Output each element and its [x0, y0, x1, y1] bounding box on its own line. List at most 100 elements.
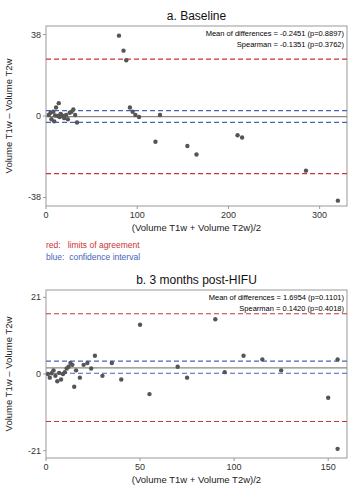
point — [213, 317, 217, 321]
reference-line — [46, 59, 347, 60]
tick-label: -38 — [28, 192, 41, 202]
point — [55, 379, 59, 383]
point — [59, 377, 63, 381]
annotation: Mean of differences = 1.6954 (p=0.1101)S… — [209, 293, 345, 313]
tick-label: 0 — [43, 462, 48, 472]
tick — [43, 450, 46, 451]
point — [185, 144, 189, 148]
point — [335, 447, 339, 451]
point — [78, 375, 82, 379]
point — [51, 110, 55, 114]
x-axis-label: (Volume T1w + Volume T2w)/2 — [132, 474, 261, 485]
tick — [46, 458, 47, 461]
tick-label: 0 — [43, 210, 48, 220]
point — [72, 385, 76, 389]
point — [53, 374, 57, 378]
point — [194, 152, 198, 156]
point — [335, 357, 339, 361]
plot-area — [46, 33, 347, 202]
tick-label: 100 — [227, 462, 242, 472]
tick-label: 300 — [312, 210, 327, 220]
plot-area — [46, 314, 347, 451]
point — [89, 366, 93, 370]
point — [74, 368, 78, 372]
tick — [140, 458, 141, 461]
annotation-line: Mean of differences = 1.6954 (p=0.1101) — [209, 293, 345, 302]
point — [128, 105, 132, 109]
tick-label: 0 — [36, 111, 41, 121]
point — [52, 119, 56, 123]
point — [260, 357, 264, 361]
point — [185, 375, 189, 379]
title: b. 3 months post-HIFU — [136, 273, 257, 287]
point — [153, 140, 157, 144]
tick — [43, 374, 46, 375]
point — [85, 361, 89, 365]
tick — [234, 458, 235, 461]
annotation-line: Mean of differences = -0.2451 (p=0.8897) — [206, 29, 345, 38]
point — [71, 107, 75, 111]
tick — [43, 116, 46, 117]
tick-label: 50 — [135, 462, 145, 472]
point — [304, 168, 308, 172]
annotation: Mean of differences = -0.2451 (p=0.8897)… — [206, 29, 345, 49]
reference-line — [46, 373, 347, 374]
tick — [43, 297, 46, 298]
annotation-line: Spearman = -0.1351 (p=0.3762) — [237, 40, 345, 49]
plot-frame — [46, 290, 347, 458]
point — [110, 361, 114, 365]
point — [57, 101, 61, 105]
point — [235, 133, 239, 137]
y-axis-label: Volume T1w – Volume T2w — [3, 316, 14, 431]
point — [223, 370, 227, 374]
tick-label: 21 — [31, 292, 41, 302]
point — [100, 374, 104, 378]
point — [138, 322, 142, 326]
tick — [46, 206, 47, 209]
tick — [43, 197, 46, 198]
point — [158, 113, 162, 117]
point — [336, 198, 340, 202]
point — [51, 368, 55, 372]
x-axis-label: (Volume T1w + Volume T2w)/2 — [132, 222, 261, 233]
point — [73, 113, 77, 117]
title: a. Baseline — [167, 9, 227, 23]
point — [54, 105, 58, 109]
plot-frame — [46, 26, 347, 206]
point — [117, 33, 121, 37]
point — [326, 396, 330, 400]
reference-line — [46, 122, 347, 123]
tick-label: -21 — [28, 446, 41, 456]
legend-entry: blue: confidence interval — [46, 252, 140, 262]
point — [241, 354, 245, 358]
reference-line — [46, 421, 347, 422]
point — [81, 363, 85, 367]
reference-line — [46, 110, 347, 111]
point — [147, 392, 151, 396]
tick-label: 100 — [130, 210, 145, 220]
legend-entry: red: limits of agreement — [46, 240, 140, 250]
point — [124, 58, 128, 62]
figure: 0100200300-38038a. Baseline(Volume T1w +… — [0, 0, 357, 500]
panel: 050100150-21021b. 3 months post-HIFU(Vol… — [3, 273, 347, 485]
tick — [228, 206, 229, 209]
tick-label: 200 — [221, 210, 236, 220]
reference-line — [46, 313, 347, 314]
tick — [137, 206, 138, 209]
point — [75, 120, 79, 124]
point — [48, 375, 52, 379]
panel: 0100200300-38038a. Baseline(Volume T1w +… — [3, 9, 347, 233]
reference-line — [46, 116, 347, 117]
reference-line — [46, 173, 347, 174]
point — [70, 363, 74, 367]
y-axis-label: Volume T1w – Volume T2w — [3, 58, 14, 173]
point — [57, 371, 61, 375]
reference-line — [46, 361, 347, 362]
point — [240, 135, 244, 139]
point — [175, 364, 179, 368]
tick-label: 38 — [31, 30, 41, 40]
tick-label: 0 — [36, 369, 41, 379]
point — [279, 368, 283, 372]
tick — [43, 34, 46, 35]
point — [121, 48, 125, 52]
